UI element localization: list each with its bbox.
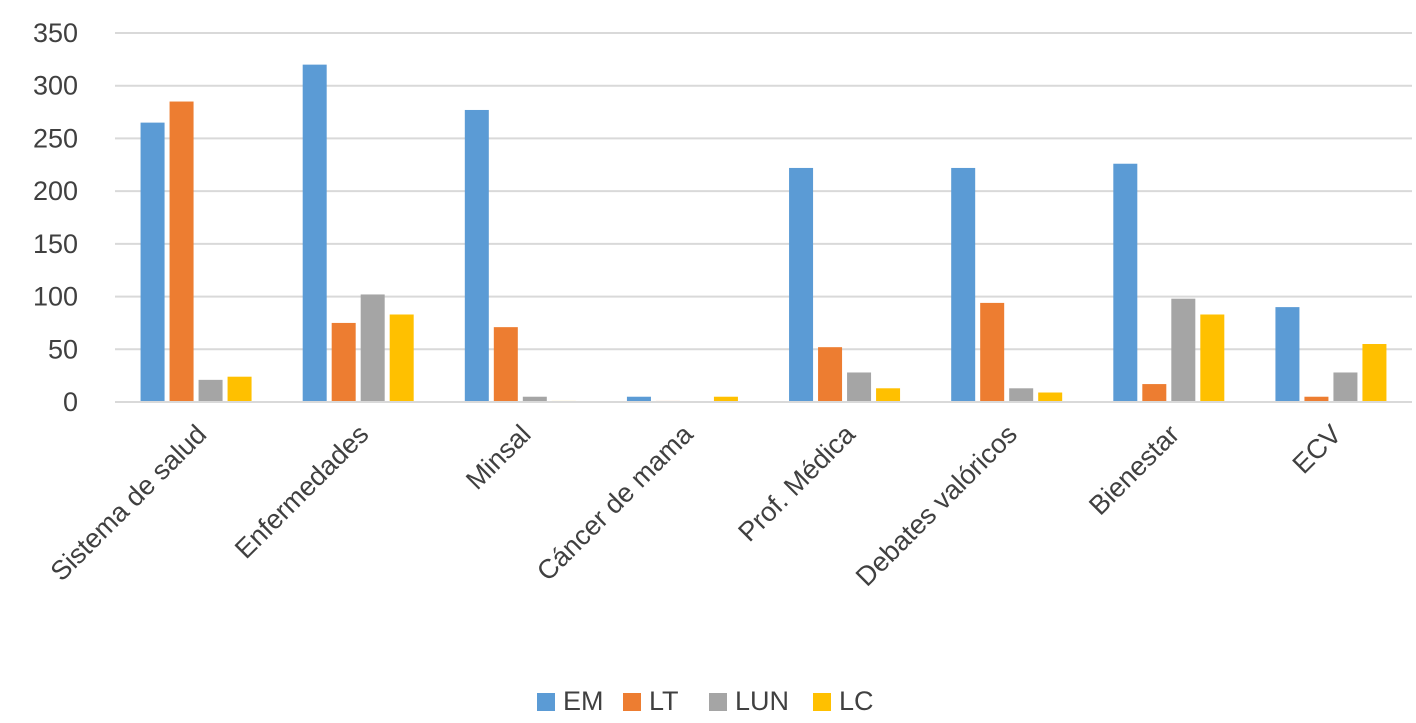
bar-lun bbox=[198, 379, 223, 402]
x-tick-label: Minsal bbox=[460, 419, 536, 495]
bar-lt bbox=[980, 302, 1005, 402]
x-tick-label: Bienestar bbox=[1083, 419, 1185, 521]
bars bbox=[140, 64, 1387, 403]
bar-em bbox=[789, 167, 814, 402]
bar-lc bbox=[876, 388, 901, 402]
legend-swatch bbox=[709, 693, 727, 711]
x-tick-label: Debates valóricos bbox=[850, 419, 1023, 592]
y-tick-label: 150 bbox=[33, 229, 78, 259]
bar-lc bbox=[1362, 344, 1387, 402]
bar-lt bbox=[1304, 396, 1329, 402]
y-tick-label: 50 bbox=[48, 334, 78, 364]
bar-lc bbox=[227, 376, 252, 402]
bar-em bbox=[951, 167, 976, 402]
legend-label: LUN bbox=[735, 686, 789, 716]
bar-lc bbox=[1038, 392, 1063, 402]
legend-swatch bbox=[537, 693, 555, 711]
y-tick-label: 300 bbox=[33, 71, 78, 101]
axes: 0 50 100 150 200 250 300 350 Sistema de salud Enf… bbox=[33, 18, 1412, 592]
bar-lun bbox=[360, 294, 385, 402]
x-tick-label: Prof. Médica bbox=[732, 418, 861, 547]
bar-em bbox=[626, 396, 651, 402]
bar-lun bbox=[1333, 372, 1358, 402]
gridlines bbox=[115, 32, 1412, 403]
bar-lc bbox=[389, 314, 414, 402]
bar-em bbox=[140, 122, 165, 402]
bar-em bbox=[464, 109, 489, 402]
bar-lun bbox=[522, 396, 547, 402]
bar-lt bbox=[169, 101, 194, 403]
bar-em bbox=[1113, 163, 1138, 402]
x-tick-label: Enfermedades bbox=[229, 419, 374, 564]
legend-item-lun: LUN bbox=[709, 686, 789, 716]
bar-em bbox=[302, 64, 327, 402]
y-tick-label: 0 bbox=[63, 387, 78, 417]
y-tick-label: 100 bbox=[33, 282, 78, 312]
bar-lun bbox=[1171, 298, 1196, 402]
legend-item-em: EM bbox=[537, 686, 604, 716]
bar-lt bbox=[331, 322, 356, 402]
legend-swatch bbox=[623, 693, 641, 711]
legend-label: LT bbox=[649, 686, 679, 716]
bar-lt bbox=[1142, 384, 1167, 402]
x-tick-label: ECV bbox=[1287, 419, 1347, 479]
y-tick-label: 350 bbox=[33, 18, 78, 48]
y-tick-label: 250 bbox=[33, 123, 78, 153]
legend-label: EM bbox=[563, 686, 604, 716]
bar-lt bbox=[818, 347, 843, 402]
x-tick-label: Cáncer de mama bbox=[531, 418, 699, 586]
bar-em bbox=[1275, 307, 1300, 402]
legend-item-lc: LC bbox=[813, 686, 874, 716]
bar-lun bbox=[847, 372, 872, 402]
y-tick-label: 200 bbox=[33, 176, 78, 206]
bar-lc bbox=[713, 396, 738, 402]
legend: EM LT LUN LC bbox=[537, 686, 874, 716]
bar-lun bbox=[1009, 388, 1034, 402]
bar-lc bbox=[1200, 314, 1225, 402]
x-tick-label: Sistema de salud bbox=[45, 419, 213, 587]
legend-label: LC bbox=[839, 686, 874, 716]
legend-item-lt: LT bbox=[623, 686, 679, 716]
bar-lt bbox=[493, 327, 518, 402]
legend-swatch bbox=[813, 693, 831, 711]
